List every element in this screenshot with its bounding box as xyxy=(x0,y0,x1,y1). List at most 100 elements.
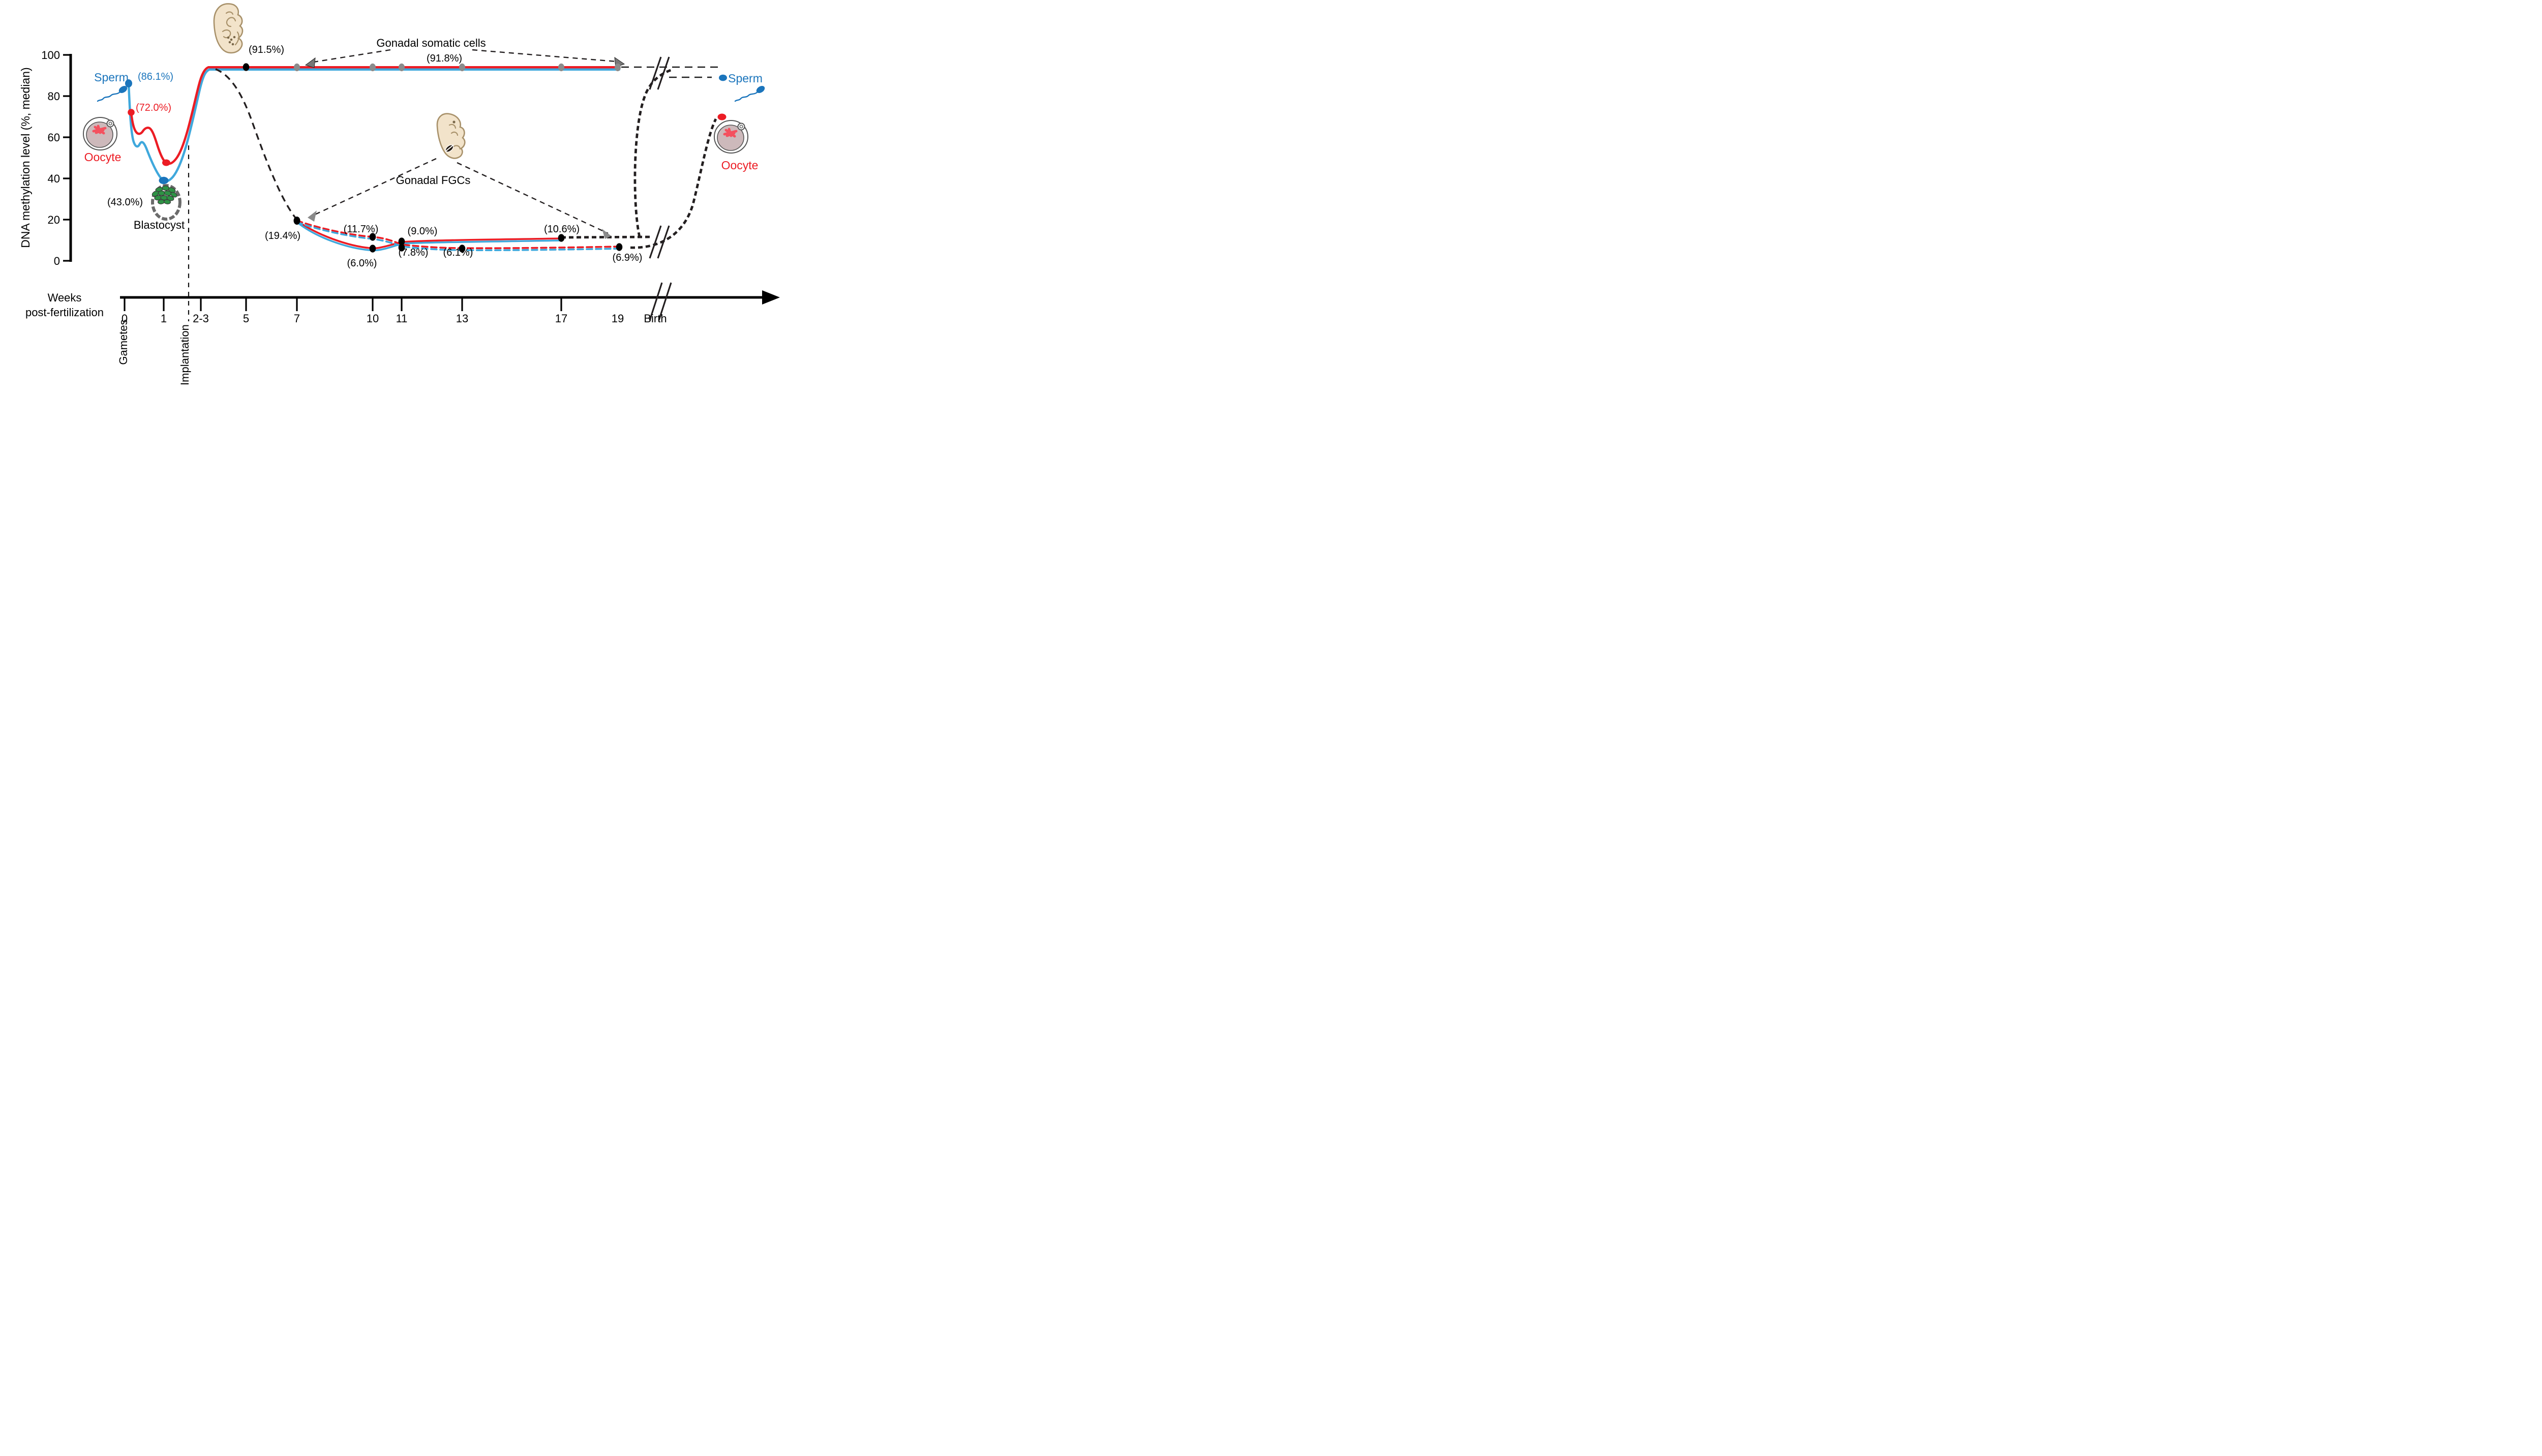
oocyte-icon-right xyxy=(714,120,748,153)
somatic-week5-value: (91.5%) xyxy=(249,44,284,55)
x-tick-13: 13 xyxy=(456,312,468,325)
blastocyst-label: Blastocyst xyxy=(134,219,185,231)
embryo-icon xyxy=(213,3,244,54)
blastocyst-value: (43.0%) xyxy=(107,197,143,208)
somatic-week5-dot xyxy=(243,63,250,71)
x-axis-ticks xyxy=(124,297,562,311)
data-points xyxy=(125,63,727,253)
sperm-icon-left xyxy=(97,83,130,102)
y-axis-title: DNA methylation level (%, median) xyxy=(19,67,32,248)
somatic-pointer-right xyxy=(472,49,617,63)
x-tick-1: 1 xyxy=(161,312,167,325)
oocyte-start-value: (72.0%) xyxy=(136,102,171,113)
somatic-pointer-left xyxy=(313,49,391,63)
blastocyst-icon xyxy=(151,184,181,221)
fgc-week17-dot xyxy=(558,234,565,242)
x-axis: 0 1 2-3 5 7 10 11 13 17 19 Birth Weeks p… xyxy=(25,282,780,385)
fgc-week19-dot xyxy=(616,243,623,251)
sperm-birth-dot xyxy=(719,74,727,81)
fgc-week11-lower-dot xyxy=(398,244,405,252)
oocyte-start-dot xyxy=(128,109,135,116)
fetus-gonad-slash xyxy=(445,144,454,152)
fgc-week13-value: (6.1%) xyxy=(443,247,473,258)
x-tick-0: 0 xyxy=(122,312,128,325)
fgc-week11-upper-dot xyxy=(398,237,405,246)
fgc-dashed-blue-curve xyxy=(296,221,620,251)
oocyte-rise-dashed-curve xyxy=(630,118,717,249)
sperm-start-value: (86.1%) xyxy=(138,71,173,82)
x-tick-17: 17 xyxy=(555,312,567,325)
fgc-week10-lower-value: (6.0%) xyxy=(347,258,377,269)
x-tick-5: 5 xyxy=(243,312,249,325)
methylation-figure: 100 80 60 40 20 0 DNA methylation level … xyxy=(0,0,789,389)
x-axis-title-line1: Weeks xyxy=(48,291,82,304)
annotations: Sperm (86.1%) (72.0%) Oocyte (43.0%) Bla… xyxy=(84,37,763,269)
gray-dot-week7 xyxy=(294,63,300,72)
y-axis: 100 80 60 40 20 0 DNA methylation level … xyxy=(19,49,72,267)
fgc-black-dots xyxy=(293,217,623,253)
axis-break-icon xyxy=(649,282,672,321)
fgc-arrow-left-icon xyxy=(308,210,317,222)
fgc-week11-lower-value: (7.8%) xyxy=(399,247,429,258)
x-tick-10: 10 xyxy=(367,312,379,325)
gray-dot-week10 xyxy=(370,63,376,72)
gametes-label: Gametes xyxy=(117,319,130,365)
oocyte-right-label: Oocyte xyxy=(721,159,759,172)
x-tick-birth: Birth xyxy=(644,312,667,325)
fgc-solid-blue-curve xyxy=(296,221,562,252)
fgc-pointer-left xyxy=(312,158,437,217)
y-tick-60: 60 xyxy=(48,131,60,144)
sperm-start-dot xyxy=(125,79,132,87)
oocyte-genome-curve xyxy=(130,66,621,165)
fetus-icon xyxy=(436,113,466,159)
icons xyxy=(83,3,767,221)
sperm-left-label: Sperm xyxy=(94,71,129,84)
fgc-pointer-right xyxy=(457,162,609,234)
embryo-somite-dots xyxy=(227,36,236,46)
x-tick-2-3: 2-3 xyxy=(193,312,209,325)
fgc-week11-upper-value: (9.0%) xyxy=(408,226,438,237)
sperm-right-label: Sperm xyxy=(728,72,763,85)
oocyte-birth-dot xyxy=(717,113,727,120)
fgc-specification-dashed-curve xyxy=(215,68,298,221)
oocyte-icon-left xyxy=(83,117,117,150)
fgc-week10-upper-dot xyxy=(369,233,376,241)
curves xyxy=(127,56,721,259)
x-tick-7: 7 xyxy=(294,312,300,325)
y-tick-40: 40 xyxy=(48,172,60,185)
gray-dot-week11 xyxy=(399,63,405,72)
fgc-week19-value: (6.9%) xyxy=(613,252,643,263)
sperm-genome-curve xyxy=(127,68,621,183)
x-tick-19: 19 xyxy=(612,312,624,325)
oocyte-left-label: Oocyte xyxy=(84,150,122,164)
somatic-gray-dots xyxy=(294,63,621,72)
sperm-icon-right xyxy=(734,83,767,102)
fgc-week13-dot xyxy=(459,245,466,253)
upper-break-icon xyxy=(649,56,670,90)
fgc-week17-value: (10.6%) xyxy=(544,224,580,235)
blastocyst-red-dot xyxy=(162,159,170,166)
fgc-week7-value: (19.4%) xyxy=(265,230,300,241)
gonadal-fgcs-label: Gonadal FGCs xyxy=(396,174,471,187)
fgc-week10-upper-value: (11.7%) xyxy=(344,224,379,235)
fetus-eye-dot xyxy=(452,120,456,124)
implantation-label: Implantation xyxy=(178,324,191,385)
figure-canvas: 100 80 60 40 20 0 DNA methylation level … xyxy=(19,3,780,385)
fgc-arrow-right-icon xyxy=(602,229,611,239)
x-tick-11: 11 xyxy=(396,312,408,325)
fgc-dashed-red-curve xyxy=(296,220,620,249)
blastocyst-icm xyxy=(152,185,177,204)
somatic-arrow-left-icon xyxy=(305,57,316,68)
sperm-rise-dashed-curve xyxy=(633,68,673,237)
gray-dot-week13 xyxy=(459,63,465,72)
y-tick-20: 20 xyxy=(48,214,60,226)
gray-dot-week19 xyxy=(615,63,621,72)
y-tick-100: 100 xyxy=(41,49,60,62)
fgc-week10-lower-dot xyxy=(369,245,376,253)
gonadal-somatic-label: Gonadal somatic cells xyxy=(376,37,486,49)
lower-break-icon xyxy=(649,225,670,259)
somatic-median-value: (91.8%) xyxy=(427,53,462,64)
fgc-week7-dot xyxy=(293,217,300,225)
x-axis-title-line2: post-fertilization xyxy=(25,306,104,319)
blastocyst-blue-dot xyxy=(159,176,169,185)
